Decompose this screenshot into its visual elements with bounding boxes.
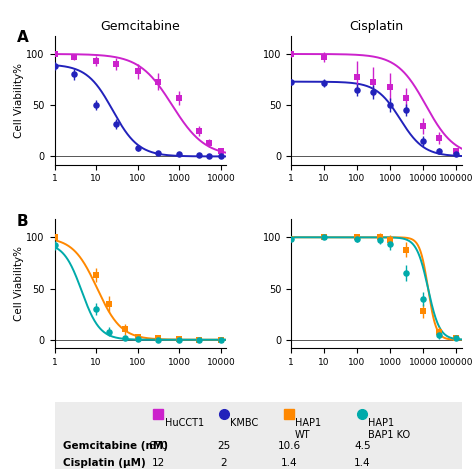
Point [92, 57, 100, 65]
Point [386, 101, 394, 109]
Point [92, 305, 100, 313]
Text: 1.4: 1.4 [354, 457, 371, 467]
Point [419, 295, 427, 302]
Point [419, 137, 427, 145]
Point [154, 336, 162, 344]
Point [287, 50, 295, 58]
Point [435, 147, 443, 155]
Point [353, 236, 361, 243]
Point [419, 307, 427, 315]
Point [176, 151, 183, 158]
Point [154, 150, 162, 157]
Point [154, 334, 162, 341]
Point [287, 236, 295, 243]
Text: 12: 12 [152, 457, 165, 467]
Point [435, 134, 443, 142]
Point [453, 147, 460, 155]
Point [195, 336, 203, 344]
Point [376, 234, 384, 241]
Point [402, 94, 410, 102]
Text: 10.6: 10.6 [277, 441, 301, 451]
Point [386, 241, 394, 248]
Point [320, 79, 328, 86]
FancyBboxPatch shape [55, 402, 462, 469]
Text: 1.4: 1.4 [281, 457, 297, 467]
Point [195, 336, 203, 344]
Text: HAP1: HAP1 [295, 418, 321, 428]
Text: 25: 25 [217, 441, 230, 451]
Title: Cisplatin: Cisplatin [349, 20, 403, 33]
Point [453, 334, 460, 341]
Point [51, 242, 58, 249]
Point [154, 78, 162, 85]
Point [71, 71, 78, 78]
Point [121, 334, 129, 341]
Point [353, 86, 361, 94]
Text: BAP1 KO: BAP1 KO [368, 430, 410, 440]
Point [320, 53, 328, 61]
Text: KMBC: KMBC [230, 418, 258, 428]
Point [176, 336, 183, 344]
Text: Cisplatin (μM): Cisplatin (μM) [63, 457, 146, 467]
Point [195, 152, 203, 159]
Point [217, 147, 225, 155]
Point [217, 336, 225, 344]
Y-axis label: Cell Viability%: Cell Viability% [14, 63, 24, 137]
Point [369, 78, 377, 85]
Point [419, 122, 427, 129]
Text: B: B [17, 214, 28, 228]
Point [402, 107, 410, 114]
Text: 670: 670 [148, 441, 168, 451]
Text: 2: 2 [220, 457, 227, 467]
Point [176, 94, 183, 102]
Point [453, 334, 460, 341]
Point [51, 234, 58, 241]
Point [195, 127, 203, 135]
Point [320, 234, 328, 241]
Point [287, 78, 295, 85]
Title: Gemcitabine: Gemcitabine [100, 20, 180, 33]
Point [369, 88, 377, 96]
Point [71, 53, 78, 61]
Point [112, 120, 120, 128]
Y-axis label: Cell Viability%: Cell Viability% [14, 246, 24, 321]
Point [134, 68, 142, 75]
Point [435, 328, 443, 335]
Point [287, 236, 295, 243]
Point [217, 336, 225, 344]
Text: 4.5: 4.5 [354, 441, 371, 451]
Text: HuCCT1: HuCCT1 [164, 418, 204, 428]
Point [402, 269, 410, 277]
Point [402, 246, 410, 254]
Point [51, 63, 58, 70]
Point [353, 73, 361, 80]
Point [112, 61, 120, 68]
Point [105, 328, 112, 335]
Point [386, 237, 394, 244]
Point [134, 335, 142, 343]
Point [376, 237, 384, 244]
Text: WT: WT [295, 430, 310, 440]
Point [92, 272, 100, 279]
Text: HAP1: HAP1 [368, 418, 394, 428]
Point [320, 234, 328, 241]
Point [217, 153, 225, 160]
Point [134, 333, 142, 340]
Point [435, 331, 443, 338]
Text: Gemcitabine (nM): Gemcitabine (nM) [63, 441, 168, 451]
Point [51, 50, 58, 58]
Point [453, 151, 460, 158]
Point [134, 145, 142, 152]
Point [205, 153, 212, 160]
Point [176, 335, 183, 343]
Point [386, 83, 394, 91]
Point [205, 139, 212, 147]
Point [92, 101, 100, 109]
Text: A: A [17, 30, 28, 46]
Point [121, 326, 129, 333]
Point [353, 234, 361, 241]
Point [105, 300, 112, 308]
